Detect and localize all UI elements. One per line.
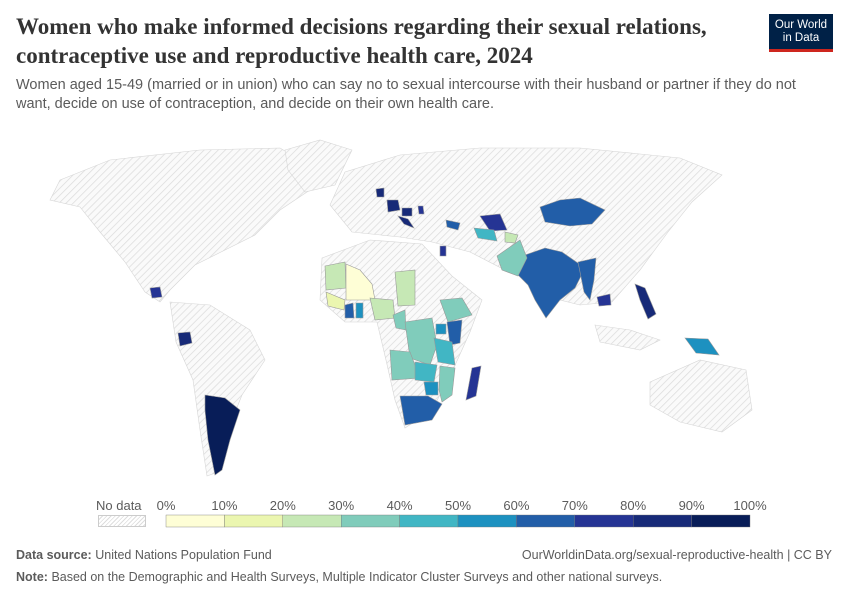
header: Women who make informed decisions regard…	[16, 12, 834, 114]
landmass-indonesia[interactable]	[594, 324, 661, 351]
legend-bin-9[interactable]	[691, 514, 751, 528]
legend-bin-8[interactable]	[633, 514, 692, 528]
legend-tick-label: 20%	[269, 498, 296, 513]
legend-tick-label: 30%	[328, 498, 355, 513]
source-text: United Nations Population Fund	[95, 548, 272, 562]
data-source: Data source: United Nations Population F…	[16, 548, 272, 562]
note-text: Based on the Demographic and Health Surv…	[51, 570, 663, 584]
country-uganda[interactable]: Uganda: 55%	[435, 323, 447, 335]
country-hungary[interactable]: Hungary: 85%	[401, 207, 413, 217]
legend-bin-6[interactable]	[516, 514, 576, 528]
country-denmark[interactable]: Denmark: 85%	[375, 187, 385, 198]
legend-tick-label: 10%	[211, 498, 238, 513]
legend-tick-label: 100%	[733, 498, 767, 513]
owid-logo[interactable]: Our World in Data	[769, 14, 833, 52]
legend-bin-0[interactable]	[165, 514, 225, 528]
logo-line-1: Our World	[774, 18, 828, 31]
note: Note: Based on the Demographic and Healt…	[16, 570, 662, 584]
legend-bin-3[interactable]	[341, 514, 400, 528]
country-mauritania[interactable]: Mauritania: 25%	[324, 261, 347, 291]
country-uzbekistan[interactable]: Uzbekistan: 75%	[479, 213, 508, 232]
source-label: Data source:	[16, 548, 92, 562]
country-guatemala[interactable]: Guatemala: 75%	[149, 286, 163, 299]
country-pakistan[interactable]: Pakistan: 35%	[496, 239, 528, 277]
country-chad[interactable]: Chad: 25%	[394, 269, 416, 307]
country-turkmenistan[interactable]: Turkmenistan: 45%	[473, 227, 498, 242]
country-georgia[interactable]: Georgia: 65%	[445, 219, 461, 231]
legend-tick-label: 50%	[444, 498, 472, 513]
country-argentina[interactable]: Argentina: 95%	[204, 394, 241, 476]
country-ghana[interactable]: Ghana: 55%	[355, 302, 364, 319]
country-cambodia[interactable]: Cambodia: 75%	[596, 293, 612, 307]
landmass-north-america[interactable]	[49, 147, 311, 303]
country-mongolia[interactable]: Mongolia: 65%	[539, 197, 606, 227]
legend-tick-label: 70%	[561, 498, 588, 513]
country-moldova[interactable]: Moldova: 75%	[417, 205, 425, 215]
legend-bin-5[interactable]	[457, 514, 517, 528]
legend-tick-label: 90%	[678, 498, 705, 513]
landmass-australia[interactable]	[649, 359, 753, 433]
legend-bin-1[interactable]	[224, 514, 283, 528]
country-papua-new-guinea[interactable]: Papua New Guinea: 55%	[684, 337, 720, 356]
country-south-africa[interactable]: South Africa: 65%	[399, 395, 443, 426]
country-guinea[interactable]: Guinea: 15%	[325, 291, 346, 311]
chart-title: Women who make informed decisions regard…	[16, 14, 707, 68]
country-ethiopia[interactable]: Ethiopia: 35%	[439, 297, 473, 323]
country-india[interactable]: India: 65%	[514, 247, 586, 319]
country-tanzania[interactable]: Tanzania: 45%	[433, 337, 456, 366]
country-kenya[interactable]: Kenya: 65%	[446, 319, 463, 346]
country-jordan[interactable]: Jordan: 75%	[439, 245, 447, 257]
legend-bin-7[interactable]	[574, 514, 634, 528]
landmass-greenland[interactable]	[284, 139, 353, 193]
country-mozambique[interactable]: Mozambique: 35%	[438, 365, 456, 403]
country-germany[interactable]: Germany: 85%	[386, 199, 401, 213]
legend-tick-label: 80%	[620, 498, 647, 513]
country-cote-d-ivoire[interactable]: Cote d'Ivoire: 65%	[344, 302, 355, 319]
country-zimbabwe[interactable]: Zimbabwe: 55%	[423, 381, 439, 396]
legend-tick-label: 40%	[386, 498, 413, 513]
country-zambia[interactable]: Zambia: 45%	[414, 361, 438, 383]
country-philippines[interactable]: Philippines: 85%	[634, 283, 657, 320]
chart-subtitle: Women aged 15-49 (married or in union) w…	[16, 77, 796, 112]
country-myanmar[interactable]: Myanmar: 65%	[577, 257, 597, 301]
legend-bin-2[interactable]	[282, 514, 342, 528]
country-mali[interactable]: Mali: 5%	[345, 263, 376, 301]
note-label: Note:	[16, 570, 48, 584]
legend-no-data-swatch	[98, 515, 146, 527]
landmass-eurasia[interactable]	[329, 147, 723, 306]
country-madagascar[interactable]: Madagascar: 75%	[465, 365, 482, 401]
source-url-link[interactable]: OurWorldinData.org/sexual-reproductive-h…	[521, 548, 832, 562]
legend-tick-label: 0%	[156, 498, 176, 513]
logo-line-2: in Data	[782, 31, 820, 44]
country-tajikistan[interactable]: Tajikistan: 25%	[504, 231, 519, 244]
legend-no-data-label: No data	[96, 498, 142, 513]
legend-bin-4[interactable]	[399, 514, 459, 528]
country-ecuador[interactable]: Ecuador: 85%	[177, 331, 193, 347]
country-croatia[interactable]: Croatia: 85%	[397, 215, 415, 229]
legend-tick-label: 60%	[503, 498, 530, 513]
